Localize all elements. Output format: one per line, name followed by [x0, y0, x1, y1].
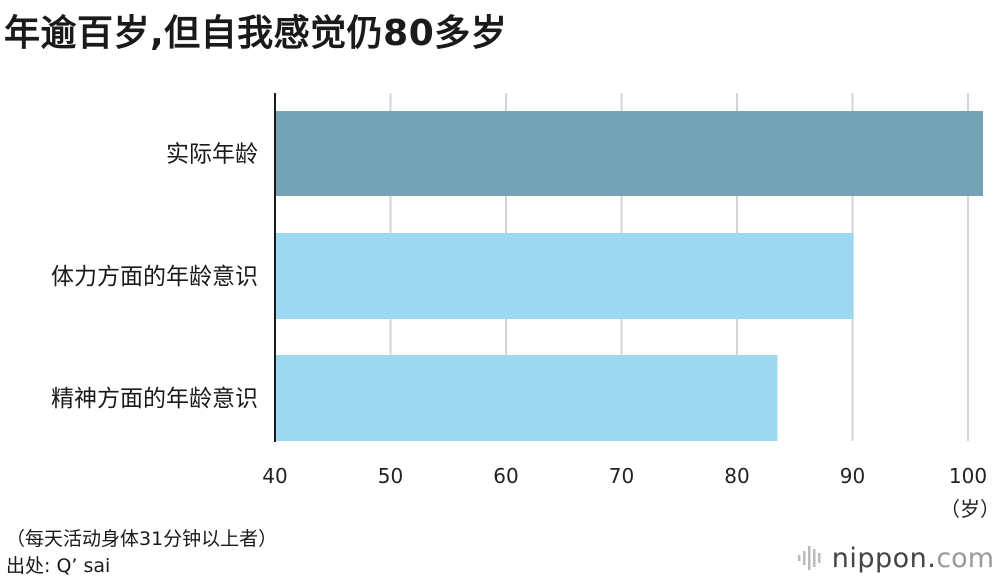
x-tick-label: 70 — [609, 464, 634, 488]
footnote: （每天活动身体31分钟以上者） — [6, 528, 278, 550]
x-tick-label: 100 — [949, 464, 987, 488]
category-label: 实际年龄 — [166, 142, 258, 168]
x-tick-label: 50 — [378, 464, 403, 488]
category-label: 精神方面的年龄意识 — [51, 386, 258, 412]
sound-wave-logo-icon — [797, 546, 821, 570]
x-tick-label: 40 — [262, 464, 287, 488]
brand-name: nippon. — [831, 542, 937, 574]
category-label: 体力方面的年龄意识 — [51, 264, 258, 290]
brand-logo: nippon. com — [797, 541, 994, 575]
brand-tld: com — [936, 542, 994, 574]
x-tick-label: 90 — [840, 464, 865, 488]
bar — [275, 111, 984, 196]
chart-title: 年逾百岁,但自我感觉仍80多岁 — [4, 13, 508, 54]
x-axis-unit: （岁） — [940, 497, 1000, 521]
bar — [275, 233, 854, 319]
bar — [275, 355, 778, 441]
x-tick-label: 60 — [493, 464, 518, 488]
source-note: 出处: Q’ sai — [6, 555, 111, 577]
x-tick-label: 80 — [724, 464, 749, 488]
